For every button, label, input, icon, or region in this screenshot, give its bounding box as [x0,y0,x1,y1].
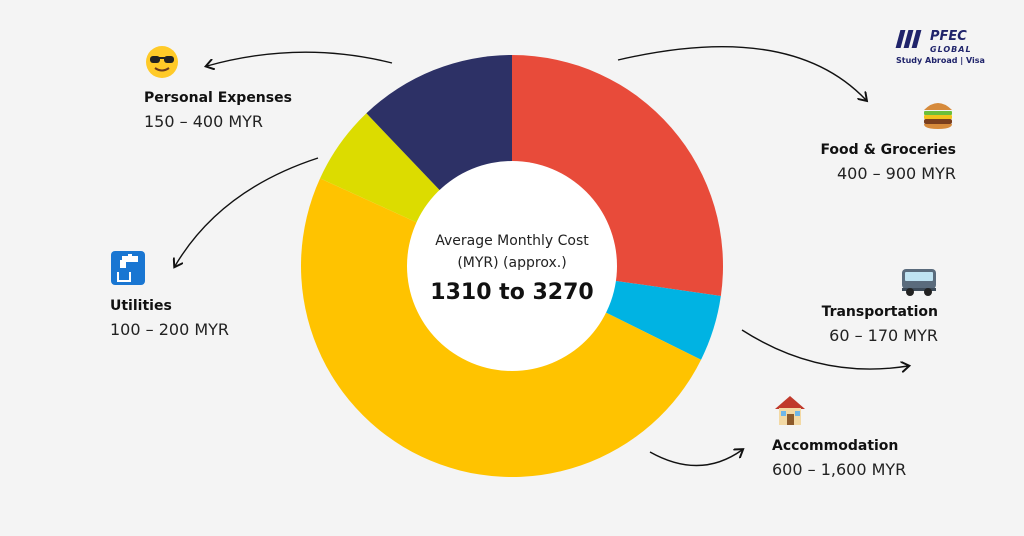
center-value: 1310 to 3270 [430,280,594,305]
center-summary: Average Monthly Cost (MYR) (approx.) 131… [402,230,622,305]
water-tap-icon [111,251,145,285]
house-icon [775,396,805,425]
label-personal-title: Personal Expenses [144,90,292,106]
label-transportation-range: 60 – 170 MYR [829,326,938,345]
bus-icon [902,269,936,296]
label-accommodation-title: Accommodation [772,438,899,454]
sunglasses-face-icon [146,46,178,78]
label-accommodation: Accommodation 600 – 1,600 MYR [772,438,906,479]
center-caption-line2: (MYR) (approx.) [457,255,567,271]
arrow-food [617,46,866,100]
logo-subname-text: GLOBAL [930,45,972,54]
label-utilities: Utilities 100 – 200 MYR [110,298,229,339]
arrow-accommodation [649,450,742,467]
label-personal-range: 150 – 400 MYR [144,112,264,131]
label-accommodation-range: 600 – 1,600 MYR [772,460,907,479]
label-food-groceries: Food & Groceries 400 – 900 MYR [820,142,956,183]
label-utilities-title: Utilities [110,298,172,314]
label-utilities-range: 100 – 200 MYR [110,320,230,339]
pfec-logo: PFEC GLOBAL Study Abroad | Visa [895,30,1006,70]
logo-bars-icon [895,30,928,50]
logo-tagline: Study Abroad | Visa [896,56,985,65]
label-personal-expenses: Personal Expenses 150 – 400 MYR [144,90,292,131]
center-caption-line1: Average Monthly Cost [435,233,589,249]
arrow-personal [207,51,393,66]
burger-icon [924,103,952,129]
logo-name-text: PFEC [930,29,967,44]
label-food-range: 400 – 900 MYR [836,164,956,183]
logo-name: PFEC GLOBAL [930,30,972,56]
label-food-title: Food & Groceries [820,142,956,158]
label-transportation: Transportation 60 – 170 MYR [822,304,938,345]
label-transportation-title: Transportation [821,304,938,320]
donut-hole [407,161,617,371]
arrow-transportation [741,329,908,369]
arrow-utilities [175,157,319,266]
